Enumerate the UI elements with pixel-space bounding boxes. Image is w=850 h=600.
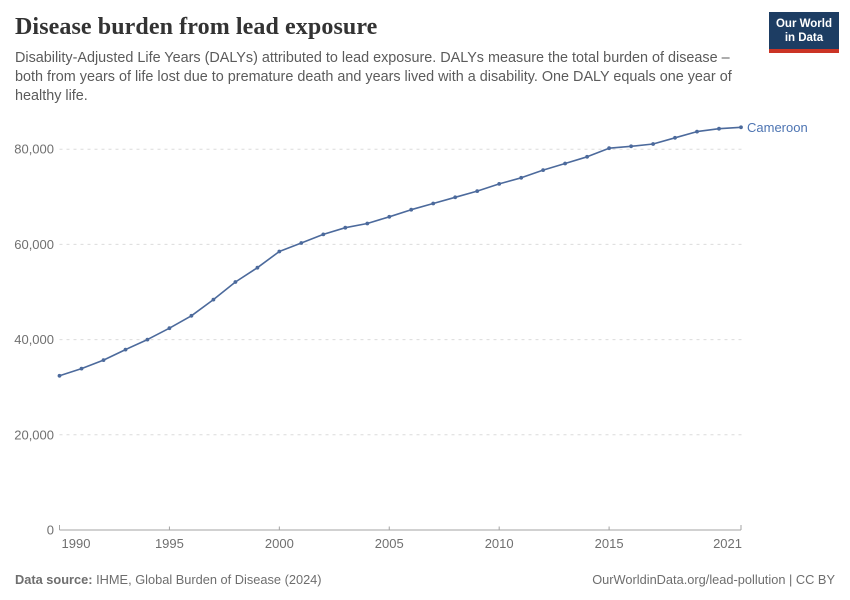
owid-logo-line1: Our World [775, 18, 832, 30]
owid-link[interactable]: OurWorldinData.org/lead-pollution | CC B… [592, 572, 835, 587]
chart-subtitle: Disability-Adjusted Life Years (DALYs) a… [15, 50, 732, 105]
line-chart: 0 20,000 40,000 60,000 80,000 1990 1995 2000 200… [14, 120, 808, 551]
data-point-marker[interactable] [145, 337, 150, 342]
chart-footer: Data source: IHME, Global Burden of Dise… [15, 572, 835, 587]
data-point-marker[interactable] [519, 175, 524, 180]
x-axis-tick-label: 2010 [485, 536, 514, 551]
data-point-marker[interactable] [585, 154, 589, 159]
data-point-marker[interactable] [409, 207, 414, 212]
data-point-marker[interactable] [211, 297, 216, 302]
data-point-marker[interactable] [167, 326, 172, 331]
data-point-marker[interactable] [233, 280, 238, 284]
data-point-marker[interactable] [277, 249, 282, 254]
chart-header: Disease burden from lead exposure Disabi… [0, 0, 850, 106]
data-point-marker[interactable] [717, 126, 721, 131]
chart-line[interactable] [58, 126, 742, 377]
owid-logo[interactable]: Our World in Data [768, 12, 839, 54]
entity-label[interactable]: Cameroon [747, 120, 808, 135]
x-axis-tick-label: 2005 [375, 536, 404, 551]
data-point-marker[interactable] [431, 201, 436, 206]
x-axis-tick-label: 2000 [265, 536, 294, 551]
chart-area: 0 20,000 40,000 60,000 80,000 1990 1995 2000 200… [0, 108, 850, 563]
data-point-marker[interactable] [57, 373, 62, 378]
data-point-marker[interactable] [607, 146, 611, 151]
y-axis-tick-label: 0 [47, 523, 54, 538]
data-point-marker[interactable] [79, 366, 84, 371]
data-point-marker[interactable] [255, 265, 260, 270]
y-axis-tick-label: 60,000 [14, 237, 54, 252]
data-point-marker[interactable] [695, 129, 699, 134]
data-point-marker[interactable] [123, 347, 128, 352]
x-axis-tick-label: 2021 [713, 536, 742, 551]
data-source-label: Data source: [15, 572, 93, 587]
data-point-marker[interactable] [541, 168, 545, 173]
data-point-marker[interactable] [101, 358, 106, 363]
data-point-marker[interactable] [563, 161, 567, 166]
data-point-marker[interactable] [189, 313, 194, 318]
data-point-marker[interactable] [343, 225, 348, 230]
data-point-marker[interactable] [497, 182, 502, 186]
y-axis-tick-label: 20,000 [14, 427, 54, 442]
data-point-marker[interactable] [321, 232, 326, 237]
owid-logo-line2: in Data [784, 32, 824, 45]
data-point-marker[interactable] [453, 195, 458, 200]
data-point-marker[interactable] [475, 189, 480, 194]
x-axis-tick-label: 1995 [155, 536, 184, 551]
y-axis-tick-label: 80,000 [14, 142, 54, 157]
data-source-value: IHME, Global Burden of Disease (2024) [92, 572, 322, 587]
y-axis-tick-label: 40,000 [14, 332, 54, 347]
x-axis-tick-label: 1990 [62, 536, 91, 551]
data-source: Data source: IHME, Global Burden of Dise… [15, 572, 322, 587]
data-point-marker[interactable] [365, 221, 370, 226]
data-point-marker[interactable] [629, 144, 633, 149]
data-point-marker[interactable] [651, 142, 655, 146]
data-point-marker[interactable] [739, 125, 743, 130]
x-axis-tick-label: 2015 [595, 536, 624, 551]
data-point-marker[interactable] [299, 241, 304, 245]
data-point-marker[interactable] [387, 214, 392, 219]
data-point-marker[interactable] [673, 135, 677, 140]
chart-title: Disease burden from lead exposure [15, 14, 378, 40]
